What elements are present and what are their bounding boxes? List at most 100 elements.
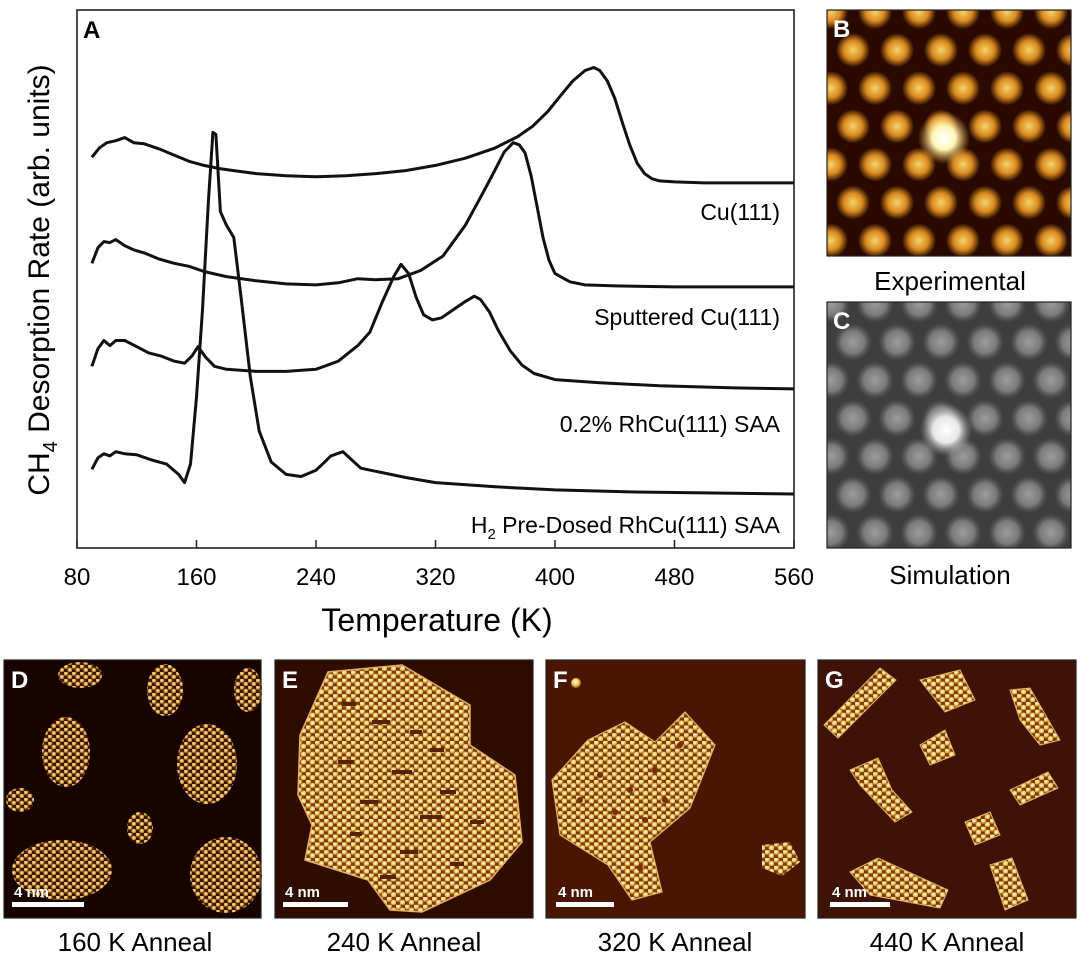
panel-f-letter: F (553, 667, 568, 694)
lattice-atom (944, 302, 982, 323)
lattice-atom (900, 513, 938, 548)
panel-e-scale-bar (283, 902, 348, 907)
lattice-atom (834, 399, 872, 438)
lattice-atom (924, 33, 958, 68)
lattice-atom (1034, 10, 1068, 29)
panel-b-letter: B (833, 16, 850, 43)
x-tick-label: 160 (176, 564, 216, 591)
panel-g-scale-bar (830, 902, 890, 907)
lattice-atom (770, 71, 804, 105)
lattice-atom (1012, 185, 1046, 220)
lattice-atom (856, 361, 894, 400)
lattice-atom (1054, 399, 1071, 438)
lattice-atom (988, 513, 1026, 548)
panel-d-letter: D (11, 667, 28, 694)
panel-e-image: E 4 nm (274, 659, 534, 919)
lattice-atom (922, 475, 960, 514)
lattice-atom (768, 361, 806, 399)
lattice-atom (1076, 437, 1080, 475)
stm-island-240k (297, 664, 523, 913)
lattice-atom (1032, 437, 1070, 476)
lattice-atom (1076, 285, 1080, 323)
lattice-atom (902, 71, 936, 106)
lattice-atom (836, 185, 870, 220)
lattice-atom (946, 223, 980, 256)
series-line-0 (90, 66, 794, 185)
lattice-atom (834, 475, 872, 514)
panel-f-scale-label: 4 nm (558, 884, 593, 901)
lattice-atom (836, 33, 870, 68)
lattice-atom (858, 223, 892, 256)
trace-label-cu111: Cu(111) (700, 199, 780, 225)
lattice-atom (946, 71, 980, 106)
lattice-atom (768, 437, 806, 475)
panel-e-caption: 240 K Anneal (327, 927, 482, 957)
trace-lines (90, 66, 795, 496)
lattice-atom (880, 109, 914, 144)
panel-a-chart: A 80 160 240 320 400 480 560 Cu(111) Sputtered… (23, 9, 814, 638)
trace-label-sputtered: Sputtered Cu(111) (594, 304, 780, 330)
lattice-atom (966, 323, 1004, 362)
lattice-atom (990, 223, 1024, 256)
panel-e-scale-label: 4 nm (285, 884, 320, 901)
lattice-atom (990, 71, 1024, 106)
panel-c-caption: Simulation (889, 560, 1010, 590)
lattice-atom (946, 10, 980, 29)
lattice-atom (1010, 323, 1048, 362)
trace-label-h2-predosed: H2 Pre-Dosed RhCu(111) SAA (471, 512, 781, 543)
lattice-atom (1054, 323, 1071, 361)
lattice-atom (988, 361, 1026, 400)
lattice-atom (880, 33, 914, 68)
lattice-atom (1054, 475, 1071, 514)
lattice-atom (790, 247, 828, 285)
lattice-atom (880, 185, 914, 220)
lattice-atom (1076, 361, 1080, 399)
panel-f-scale-bar (556, 902, 614, 907)
lattice-atom (827, 412, 828, 425)
lattice-atom (1034, 223, 1068, 256)
lattice-atom (770, 224, 804, 258)
lattice-atom (834, 323, 872, 362)
stm-small-island-320k (762, 842, 800, 876)
lattice-atom (1076, 514, 1080, 552)
x-tick-label: 320 (415, 564, 455, 591)
lattice-atom (902, 223, 936, 256)
panel-b-caption: Experimental (874, 266, 1026, 296)
lattice-atom (924, 185, 958, 220)
lattice-atom (902, 10, 936, 29)
lattice-atom (1010, 399, 1048, 438)
lattice-atom (1012, 109, 1046, 144)
lattice-atom (968, 185, 1002, 220)
rh-atom-bright-spot (918, 112, 970, 164)
lattice-atom (858, 10, 892, 29)
x-axis-ticks: 80 160 240 320 400 480 560 (64, 540, 814, 591)
series-line-2 (90, 262, 795, 391)
lattice-atom (827, 513, 850, 548)
lattice-atom (968, 33, 1002, 68)
x-tick-label: 480 (654, 564, 694, 591)
panel-d-caption: 160 K Anneal (58, 927, 213, 957)
lattice-atom (1012, 33, 1046, 68)
lattice-atom (1010, 475, 1048, 514)
x-tick-label: 400 (535, 564, 575, 591)
lattice-atom (792, 186, 826, 220)
lattice-atom (856, 302, 894, 323)
lattice-atom (922, 323, 960, 362)
panel-g-letter: G (825, 667, 844, 694)
lattice-atom (770, 0, 804, 29)
panel-d-scale-bar (12, 902, 84, 907)
panel-f-image: F 4 nm (545, 659, 806, 919)
panel-d-scale-label: 4 nm (14, 884, 49, 901)
lattice-atom (1034, 147, 1068, 182)
panel-e-letter: E (282, 667, 298, 694)
lattice-atom (990, 10, 1024, 29)
lattice-atom (966, 475, 1004, 514)
lattice-atom (1034, 71, 1068, 106)
panel-g-scale-label: 4 nm (832, 884, 867, 901)
lattice-atom (827, 10, 848, 29)
lattice-atom (988, 302, 1026, 323)
rh-atom-simulated-spot (920, 404, 972, 456)
lattice-atom (856, 437, 894, 476)
x-tick-label: 240 (296, 564, 336, 591)
